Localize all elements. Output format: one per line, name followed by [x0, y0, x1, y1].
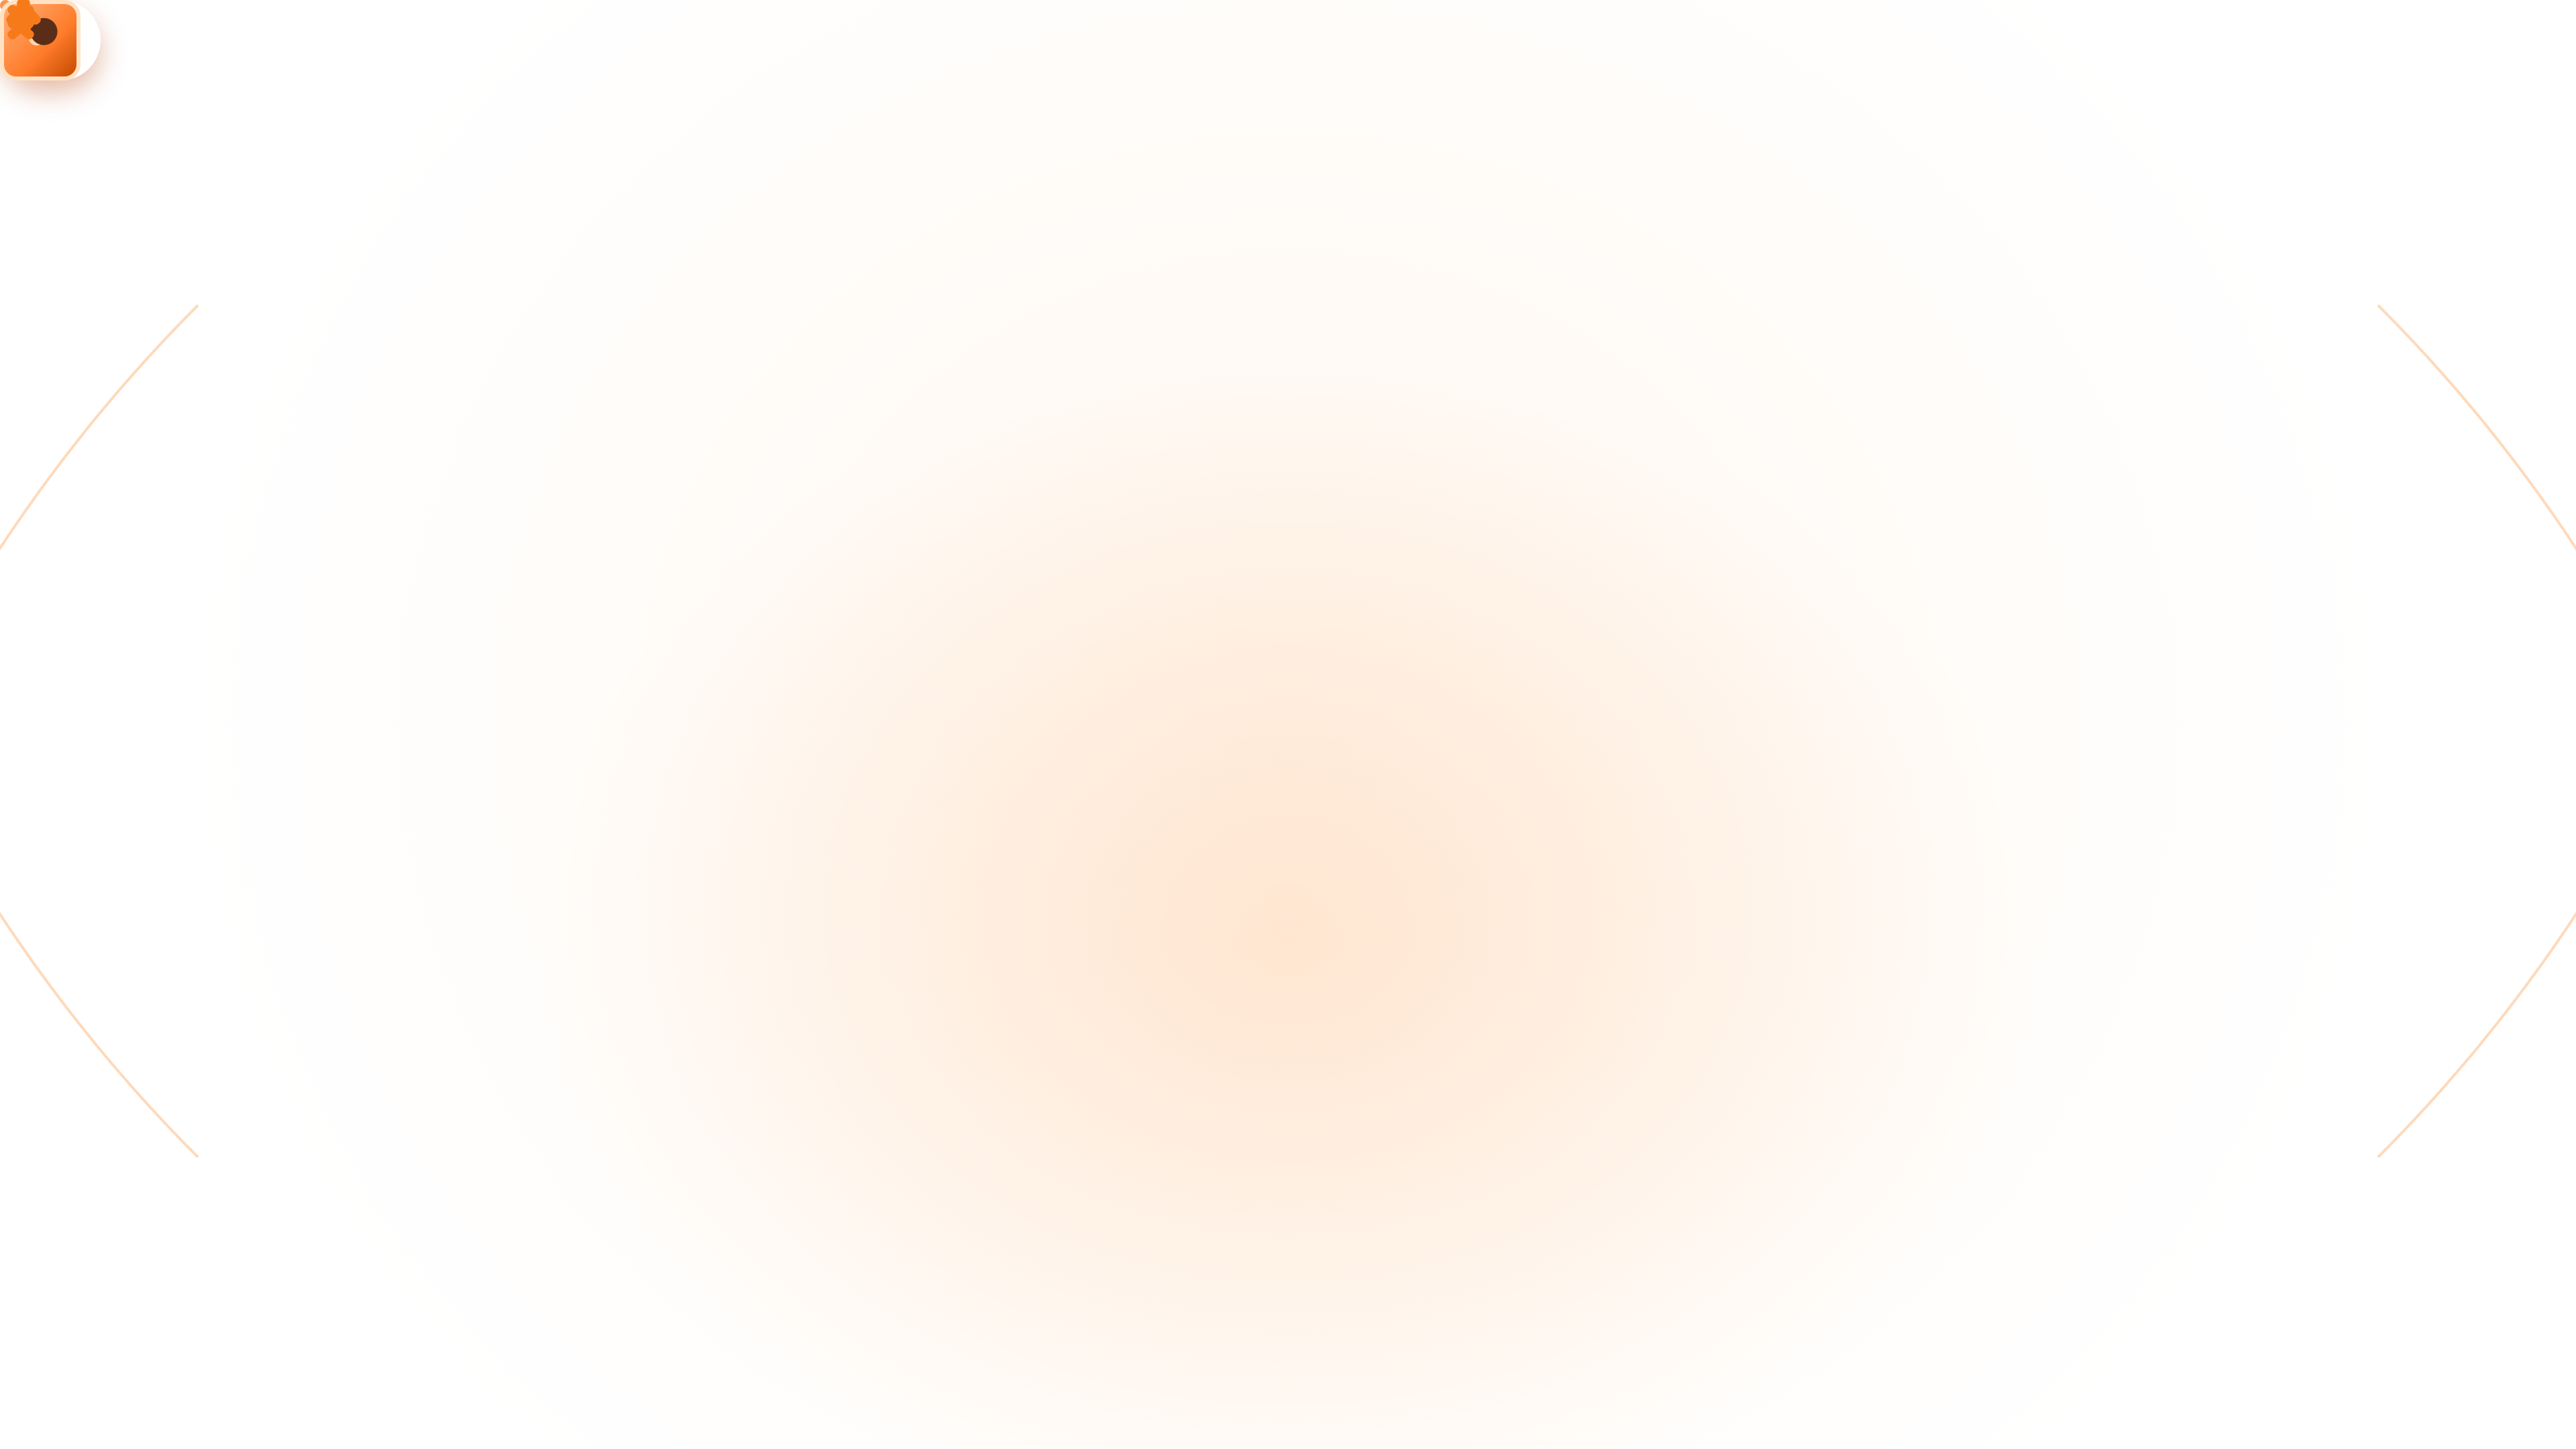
eliza-avatar-icon [0, 0, 80, 80]
core-runtime [0, 0, 101, 80]
bg-arc-lower [0, 0, 2576, 1449]
bg-arc-upper [0, 0, 2576, 1449]
diagram-stage [0, 0, 2576, 1449]
